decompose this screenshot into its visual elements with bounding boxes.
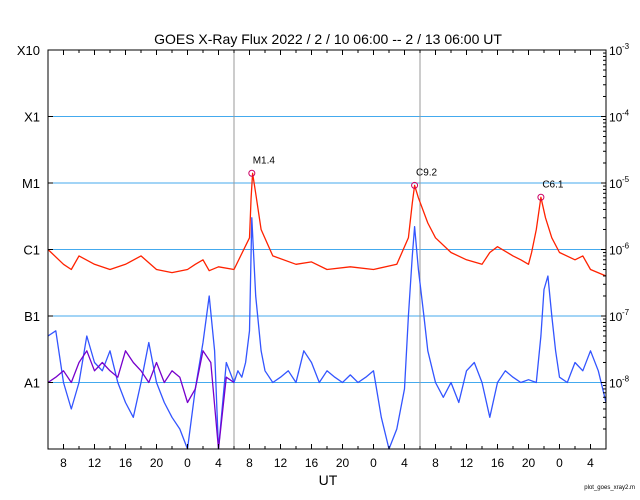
- right-axis-label: 10: [609, 310, 623, 324]
- x-axis-labels: 8 12 16 20 0 4 8 12 16 20 0 4 8 12 16 20 0 4: [60, 456, 594, 470]
- flare-label: M1.4: [253, 155, 276, 166]
- x-tick-label: 4: [587, 456, 594, 470]
- left-axis-label: A1: [24, 376, 40, 391]
- x-tick-label: 20: [522, 456, 536, 470]
- x-tick-label: 8: [246, 456, 253, 470]
- right-axis-label: 10: [609, 244, 623, 258]
- left-axis-label: M1: [22, 176, 40, 191]
- right-axis-label: 10: [609, 377, 623, 391]
- x-tick-label: 16: [305, 456, 319, 470]
- left-axis-labels: A1 B1 C1 M1 X1 X10: [17, 43, 40, 391]
- x-axis-title: UT: [319, 472, 338, 488]
- series-line-short_primary: [47, 217, 607, 450]
- right-axis-exponent: -8: [622, 375, 630, 384]
- x-tick-label: 8: [60, 456, 67, 470]
- right-axis-label: 10: [609, 44, 623, 58]
- x-tick-label: 4: [215, 456, 222, 470]
- x-tick-label: 12: [274, 456, 288, 470]
- x-tick-label: 12: [88, 456, 102, 470]
- right-axis-exponent: -6: [622, 242, 630, 251]
- x-tick-label: 0: [184, 456, 191, 470]
- right-axis-exponent: -5: [622, 175, 630, 184]
- flare-marker: [248, 169, 256, 177]
- right-axis-label: 10: [609, 111, 623, 125]
- series-layer: [47, 172, 607, 450]
- flare-marker: [411, 181, 419, 189]
- left-axis-label: B1: [24, 309, 40, 324]
- right-axis-label: 10: [609, 177, 623, 191]
- right-axis-exponent: -4: [622, 109, 630, 118]
- flare-label: C6.1: [542, 179, 564, 190]
- x-tick-label: 20: [336, 456, 350, 470]
- x-tick-label: 20: [150, 456, 164, 470]
- flare-marker: [537, 193, 545, 201]
- series-line-short_secondary: [47, 350, 235, 450]
- footer-note: plot_goes_xray2.m: [584, 485, 635, 491]
- gridlines: [48, 49, 606, 383]
- chart-title: GOES X-Ray Flux 2022 / 2 / 10 06:00 -- 2…: [154, 31, 502, 47]
- series-line-long: [47, 172, 607, 277]
- left-axis-label: X10: [17, 43, 40, 58]
- x-tick-label: 16: [491, 456, 505, 470]
- left-axis-label: C1: [23, 243, 40, 258]
- x-tick-label: 8: [432, 456, 439, 470]
- axis-ticks: [47, 49, 607, 449]
- right-axis-exponent: -7: [622, 308, 630, 317]
- x-tick-label: 12: [460, 456, 474, 470]
- x-tick-label: 0: [370, 456, 377, 470]
- flare-label: C9.2: [416, 167, 438, 178]
- x-tick-label: 4: [401, 456, 408, 470]
- flare-markers: M1.4 C9.2 C6.1: [248, 155, 564, 201]
- right-axis-exponent: -3: [622, 42, 630, 51]
- x-tick-label: 16: [119, 456, 133, 470]
- left-axis-label: X1: [24, 110, 40, 125]
- right-axis-labels: 10-810-710-610-510-410-3: [609, 42, 630, 391]
- x-tick-label: 0: [556, 456, 563, 470]
